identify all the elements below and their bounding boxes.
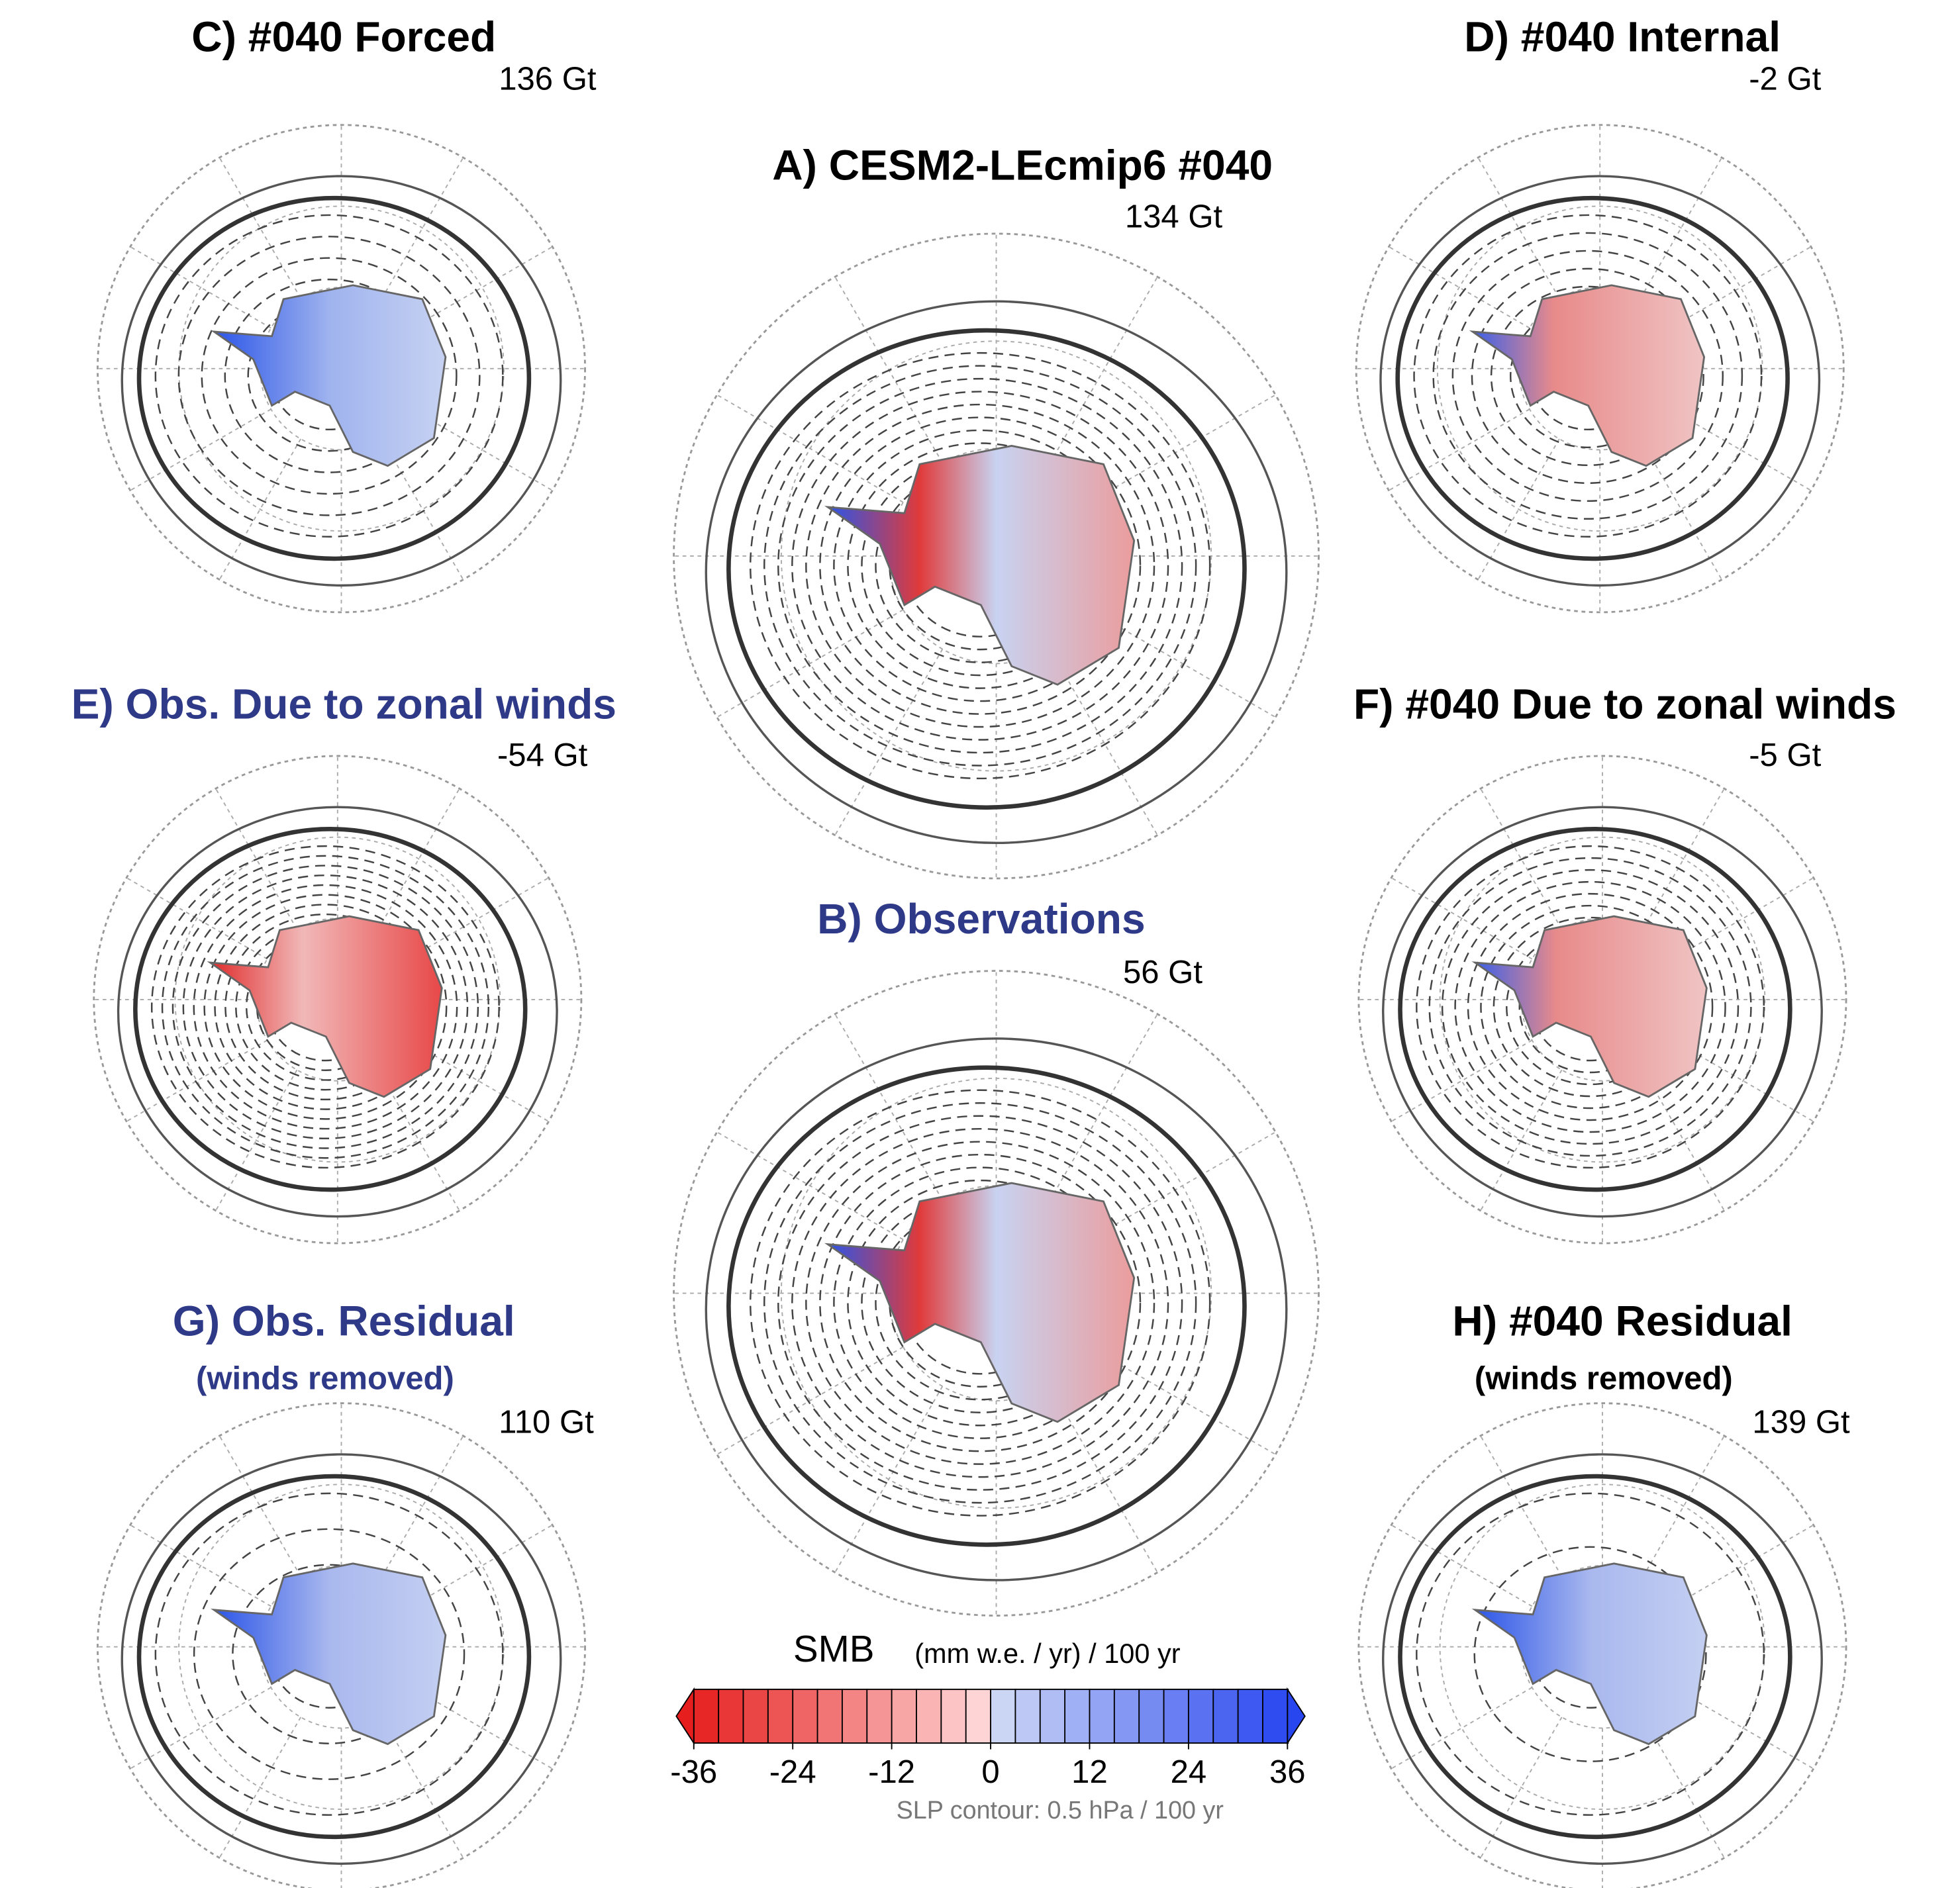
colorbar-tick-label: -12 (868, 1754, 915, 1790)
colorbar-segment (991, 1689, 1016, 1743)
longitude-line (1391, 1687, 1532, 1769)
longitude-line (717, 1347, 903, 1454)
longitude-line (1050, 277, 1157, 463)
colorbar-extend-high (1287, 1689, 1304, 1743)
panel-title: E) Obs. Due to zonal winds (72, 680, 616, 728)
map-panel (1356, 125, 1843, 612)
colorbar-segment (941, 1689, 966, 1743)
panel-value: -5 Gt (1749, 737, 1821, 773)
map-panel (94, 756, 581, 1243)
colorbar-segment (1263, 1689, 1288, 1743)
panel-value: 139 Gt (1752, 1405, 1850, 1440)
colorbar-segment (1040, 1689, 1065, 1743)
panel-value: -2 Gt (1749, 62, 1821, 97)
map-panel (97, 125, 585, 612)
map-panel (1359, 756, 1846, 1243)
longitude-line (1389, 409, 1530, 491)
colorbar-tick-label: -24 (769, 1754, 816, 1790)
colorbar-segment (1139, 1689, 1164, 1743)
colorbar-segment (892, 1689, 917, 1743)
colorbar-segment (1189, 1689, 1214, 1743)
panel-title: H) #040 Residual (1452, 1298, 1792, 1345)
colorbar-tick-label: 12 (1071, 1754, 1108, 1790)
colorbar-segment (867, 1689, 892, 1743)
map-panel (1359, 1403, 1846, 1888)
colorbar-segment (1213, 1689, 1238, 1743)
colorbar-extend-low (676, 1689, 693, 1743)
colorbar-segment (818, 1689, 843, 1743)
longitude-line (717, 610, 903, 717)
panel-value: 110 Gt (499, 1405, 594, 1440)
panel-title: G) Obs. Residual (173, 1298, 515, 1345)
longitude-line (1050, 1014, 1157, 1200)
panel-title: B) Observations (817, 895, 1146, 943)
map-panel (97, 1403, 585, 1888)
colorbar-tick-label: 24 (1171, 1754, 1207, 1790)
map-panel (674, 971, 1319, 1616)
antarctica-smb (1475, 1564, 1707, 1744)
figure: C) #040 Forced136 Gt D) #040 Internal-2 G… (0, 0, 1960, 1888)
longitude-line (126, 1040, 268, 1121)
antarctica-smb (214, 1564, 446, 1744)
panel-title: F) #040 Due to zonal winds (1353, 680, 1896, 728)
panel-value: 56 Gt (1123, 955, 1202, 990)
longitude-line (130, 1687, 271, 1769)
colorbar-label: SMB (793, 1628, 875, 1670)
panel-subtitle: (winds removed) (1475, 1361, 1733, 1397)
longitude-line (1391, 1040, 1532, 1121)
colorbar-segment (842, 1689, 867, 1743)
antarctica-smb (1475, 916, 1707, 1097)
colorbar-segment (743, 1689, 768, 1743)
panel-value: 136 Gt (499, 62, 597, 97)
colorbar-segment (1015, 1689, 1040, 1743)
colorbar-segment (916, 1689, 942, 1743)
colorbar-segment (1089, 1689, 1114, 1743)
panel-title: C) #040 Forced (191, 13, 496, 60)
panel-value: -54 Gt (497, 737, 588, 773)
map-panel (674, 234, 1319, 878)
panel-title: D) #040 Internal (1464, 13, 1781, 60)
colorbar-segment (768, 1689, 793, 1743)
colorbar-segment (1238, 1689, 1263, 1743)
panel-title: A) CESM2-LEcmip6 #040 (772, 142, 1273, 189)
colorbar-segment (694, 1689, 719, 1743)
colorbar-segment (1164, 1689, 1189, 1743)
colorbar-tick-label: -36 (670, 1754, 717, 1790)
colorbar-tick-label: 36 (1269, 1754, 1306, 1790)
contour-note: SLP contour: 0.5 hPa / 100 yr (897, 1796, 1224, 1824)
colorbar-segment (793, 1689, 818, 1743)
colorbar-segment (718, 1689, 744, 1743)
colorbar-segment (1065, 1689, 1090, 1743)
antarctica-smb (1473, 285, 1704, 466)
colorbar-segment (1114, 1689, 1140, 1743)
panel-subtitle: (winds removed) (196, 1361, 454, 1397)
colorbar-units: (mm w.e. / yr) / 100 yr (914, 1638, 1181, 1669)
colorbar-tick-label: 0 (981, 1754, 999, 1790)
colorbar-segment (966, 1689, 991, 1743)
panel-value: 134 Gt (1125, 199, 1223, 234)
